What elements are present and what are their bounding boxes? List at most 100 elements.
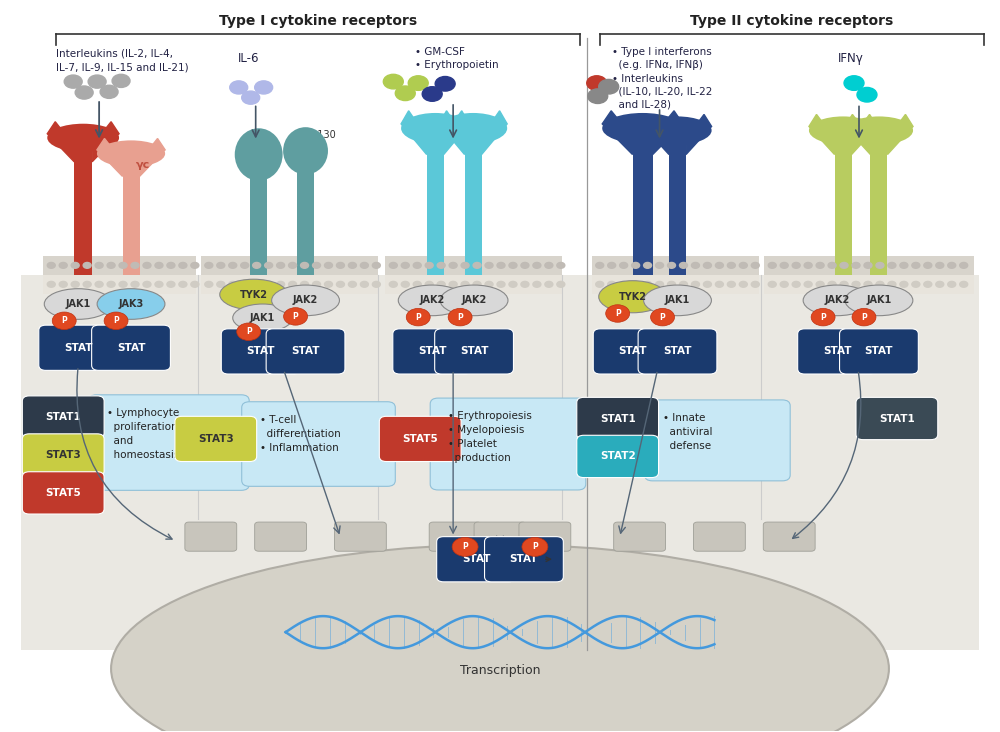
Circle shape	[179, 281, 187, 287]
Polygon shape	[47, 122, 74, 162]
Circle shape	[651, 308, 675, 326]
FancyBboxPatch shape	[429, 522, 481, 551]
Circle shape	[448, 308, 472, 326]
Circle shape	[804, 281, 812, 287]
Circle shape	[324, 281, 332, 287]
Text: Transcription: Transcription	[460, 665, 540, 677]
Text: • Erythropoietin: • Erythropoietin	[415, 61, 499, 70]
Ellipse shape	[809, 116, 877, 144]
Bar	[21, 274, 979, 651]
Circle shape	[413, 263, 421, 269]
Circle shape	[768, 263, 776, 269]
Circle shape	[792, 281, 800, 287]
Circle shape	[100, 85, 118, 98]
Circle shape	[253, 281, 261, 287]
Polygon shape	[97, 138, 123, 176]
Circle shape	[301, 263, 309, 269]
Circle shape	[840, 281, 848, 287]
Circle shape	[521, 281, 529, 287]
Text: STAT: STAT	[462, 554, 490, 564]
Ellipse shape	[272, 285, 339, 315]
FancyBboxPatch shape	[242, 402, 395, 486]
Ellipse shape	[401, 113, 469, 143]
Circle shape	[545, 263, 553, 269]
Circle shape	[876, 281, 884, 287]
Ellipse shape	[439, 113, 507, 143]
Circle shape	[816, 263, 824, 269]
Circle shape	[131, 263, 139, 269]
Text: • Lymphocyte
  proliferation
  and
  homeostasis: • Lymphocyte proliferation and homeostas…	[107, 408, 179, 460]
Circle shape	[852, 263, 860, 269]
Circle shape	[143, 281, 151, 287]
FancyBboxPatch shape	[474, 522, 526, 551]
Text: P: P	[61, 316, 67, 325]
Circle shape	[668, 263, 676, 269]
Bar	[592, 274, 759, 294]
Ellipse shape	[440, 285, 508, 315]
Text: JAK1: JAK1	[665, 296, 690, 305]
Text: P: P	[660, 313, 665, 321]
Circle shape	[852, 281, 860, 287]
FancyBboxPatch shape	[577, 397, 659, 440]
Text: and IL-28): and IL-28)	[612, 100, 671, 110]
Circle shape	[406, 308, 430, 326]
Circle shape	[680, 263, 687, 269]
Circle shape	[372, 281, 380, 287]
Circle shape	[811, 308, 835, 326]
Circle shape	[413, 281, 421, 287]
Polygon shape	[887, 114, 913, 154]
Polygon shape	[852, 114, 877, 154]
Circle shape	[205, 281, 213, 287]
Circle shape	[715, 281, 723, 287]
Circle shape	[485, 263, 493, 269]
Text: STAT: STAT	[510, 554, 538, 564]
Bar	[592, 256, 759, 274]
Polygon shape	[653, 111, 683, 154]
Bar	[669, 140, 686, 274]
Circle shape	[449, 281, 457, 287]
Circle shape	[104, 312, 128, 329]
Circle shape	[960, 263, 968, 269]
Circle shape	[768, 281, 776, 287]
Text: Interleukins (IL-2, IL-4,: Interleukins (IL-2, IL-4,	[56, 49, 173, 59]
Text: P: P	[462, 542, 468, 551]
Circle shape	[509, 281, 517, 287]
Circle shape	[265, 263, 273, 269]
Circle shape	[217, 281, 225, 287]
Circle shape	[289, 281, 297, 287]
FancyBboxPatch shape	[221, 329, 300, 374]
Ellipse shape	[233, 304, 293, 332]
Ellipse shape	[283, 127, 328, 174]
Circle shape	[840, 263, 848, 269]
Circle shape	[620, 263, 628, 269]
Text: P: P	[113, 316, 119, 325]
Circle shape	[912, 263, 920, 269]
Bar	[764, 256, 974, 274]
Text: Type II cytokine receptors: Type II cytokine receptors	[690, 15, 893, 29]
Text: STAT3: STAT3	[45, 450, 81, 460]
Text: STAT: STAT	[64, 343, 92, 353]
Circle shape	[71, 281, 79, 287]
Text: gp130: gp130	[305, 130, 336, 140]
Circle shape	[95, 281, 103, 287]
Ellipse shape	[599, 280, 667, 313]
Circle shape	[313, 281, 321, 287]
Circle shape	[668, 281, 676, 287]
Circle shape	[205, 263, 213, 269]
FancyBboxPatch shape	[485, 537, 563, 582]
Circle shape	[751, 263, 759, 269]
Circle shape	[437, 281, 445, 287]
Text: STAT: STAT	[618, 346, 647, 356]
Ellipse shape	[44, 288, 112, 319]
FancyBboxPatch shape	[437, 537, 515, 582]
Circle shape	[780, 281, 788, 287]
Circle shape	[864, 281, 872, 287]
Circle shape	[509, 263, 517, 269]
Circle shape	[191, 281, 199, 287]
Circle shape	[522, 537, 548, 556]
Circle shape	[52, 312, 76, 329]
Circle shape	[435, 77, 455, 91]
Circle shape	[348, 281, 356, 287]
Ellipse shape	[111, 545, 889, 732]
Circle shape	[389, 281, 397, 287]
